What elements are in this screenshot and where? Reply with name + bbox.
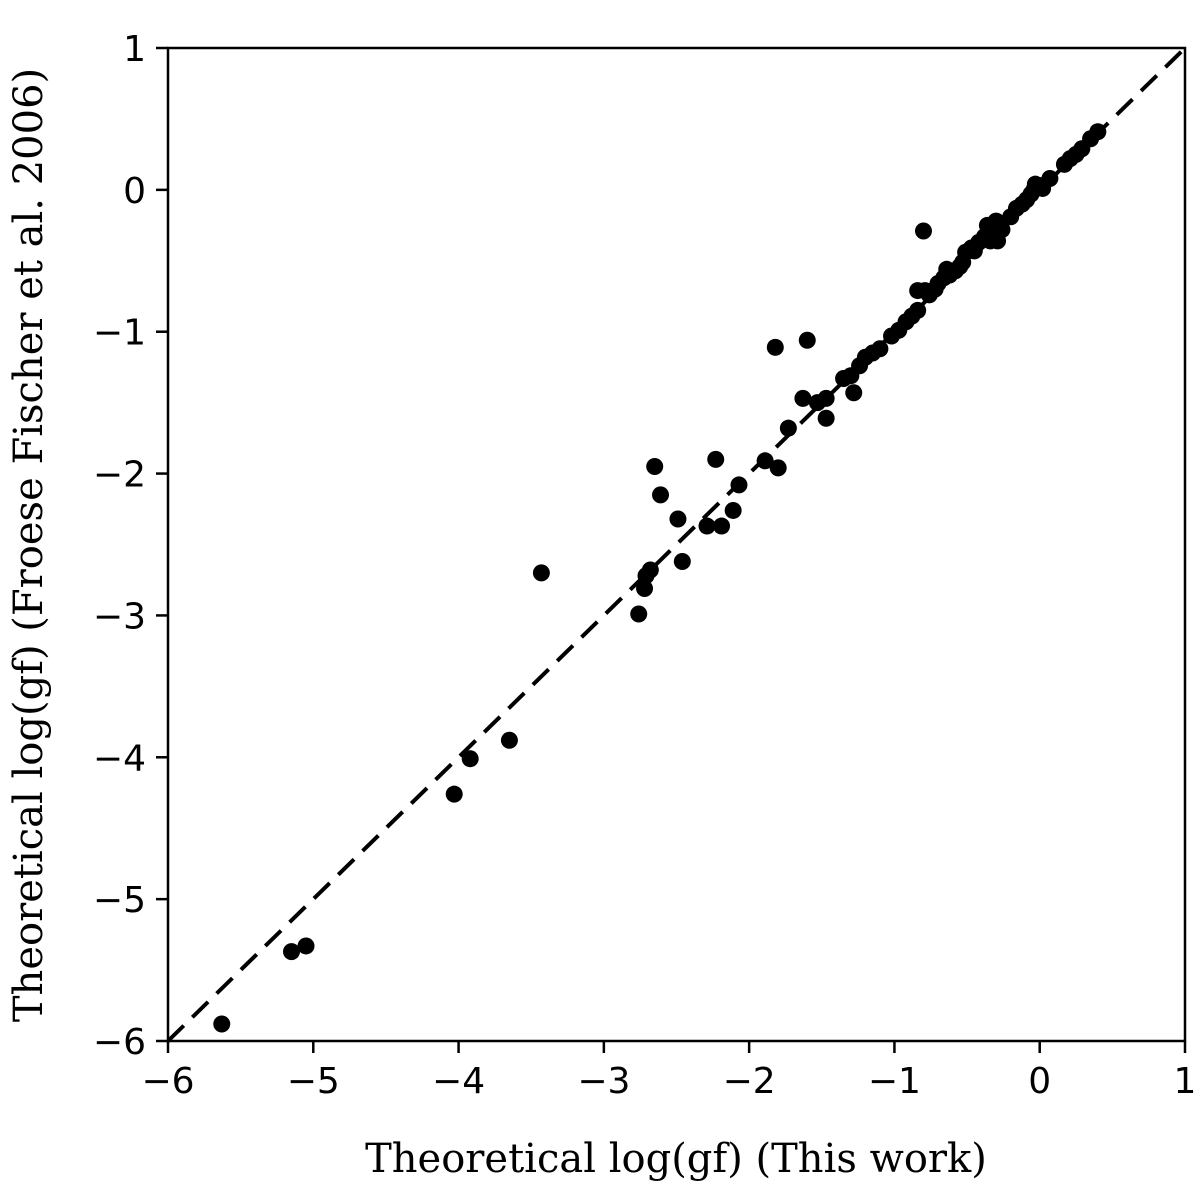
- x-tick-label: −1: [868, 1061, 921, 1102]
- data-point-15: [698, 517, 716, 535]
- x-axis-ticks: −6 −5 −4 −3 −2 −1 0 1: [141, 1041, 1196, 1102]
- data-point-24: [794, 389, 812, 407]
- data-point-27: [817, 389, 835, 407]
- x-axis-label: Theoretical log(gf) (This work): [365, 1136, 987, 1182]
- data-point-1: [282, 943, 300, 961]
- data-point-17: [713, 517, 731, 535]
- data-point-11: [646, 457, 664, 475]
- data-point-79: [1089, 123, 1107, 141]
- data-point-0: [213, 1015, 231, 1033]
- data-point-10: [641, 561, 659, 579]
- data-point-31: [845, 384, 863, 402]
- y-tick-label: −3: [93, 596, 146, 637]
- data-point-13: [669, 510, 687, 528]
- y-tick-label: −5: [93, 880, 146, 921]
- data-point-40: [909, 301, 927, 319]
- x-tick-label: −4: [432, 1061, 485, 1102]
- data-point-21: [766, 338, 784, 356]
- data-point-16: [707, 450, 725, 468]
- data-point-4: [461, 750, 479, 768]
- data-point-5: [500, 731, 518, 749]
- data-point-18: [724, 501, 742, 519]
- x-tick-label: −2: [723, 1061, 776, 1102]
- data-points: [213, 123, 1107, 1033]
- y-tick-label: 0: [123, 171, 146, 212]
- data-point-63: [993, 221, 1011, 239]
- x-tick-label: 1: [1174, 1061, 1197, 1102]
- y-tick-label: 1: [123, 29, 146, 70]
- data-point-2: [297, 937, 315, 955]
- data-point-3: [445, 785, 463, 803]
- data-point-6: [532, 564, 550, 582]
- data-point-14: [673, 553, 691, 571]
- y-tick-label: −2: [93, 455, 146, 496]
- x-tick-label: 0: [1028, 1061, 1051, 1102]
- y-tick-label: −4: [93, 738, 146, 779]
- data-point-42: [914, 222, 932, 240]
- data-point-20: [756, 452, 774, 470]
- data-point-22: [769, 459, 787, 477]
- x-tick-label: −6: [141, 1061, 194, 1102]
- data-point-23: [779, 419, 797, 437]
- data-point-8: [636, 579, 654, 597]
- y-axis-ticks: −6 −5 −4 −3 −2 −1 0 1: [93, 29, 168, 1063]
- y-tick-label: −6: [93, 1022, 146, 1063]
- data-point-12: [652, 486, 670, 504]
- y-axis-label: Theoretical log(gf) (Froese Fischer et a…: [6, 68, 52, 1022]
- plot-area: [166, 46, 1187, 1043]
- data-point-19: [730, 476, 748, 494]
- data-point-7: [630, 605, 648, 623]
- x-tick-label: −3: [577, 1061, 630, 1102]
- data-point-25: [798, 331, 816, 349]
- data-point-28: [817, 409, 835, 427]
- plot-frame: [166, 46, 1187, 1043]
- x-tick-label: −5: [287, 1061, 340, 1102]
- data-point-35: [871, 340, 889, 358]
- data-point-73: [1041, 170, 1059, 188]
- y-tick-label: −1: [93, 313, 146, 354]
